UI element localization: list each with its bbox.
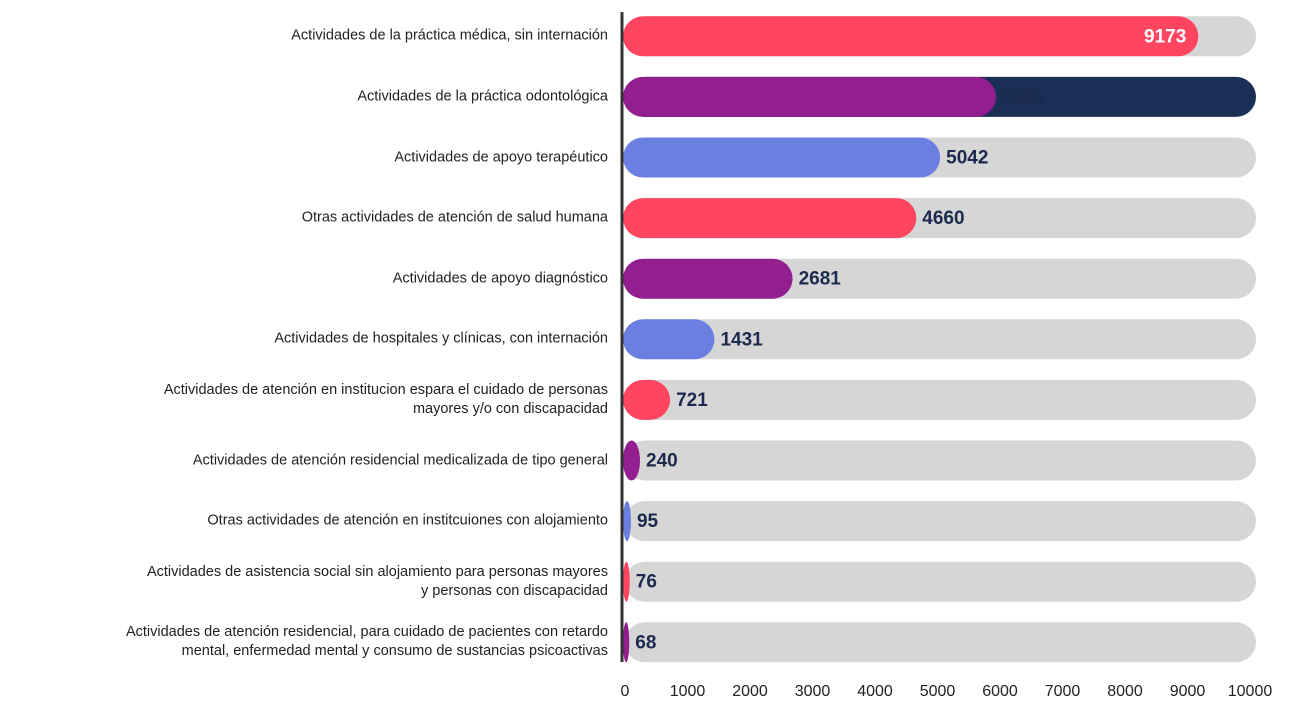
value-label: 721 bbox=[676, 390, 708, 411]
track bbox=[625, 440, 1256, 481]
x-tick-label: 7000 bbox=[1045, 683, 1081, 700]
value-label: 76 bbox=[636, 572, 657, 593]
category-label: Actividades de hospitales y clínicas, co… bbox=[274, 330, 608, 347]
bar bbox=[623, 501, 631, 542]
value-label: 4660 bbox=[922, 208, 964, 229]
track bbox=[625, 501, 1256, 542]
bar bbox=[623, 198, 917, 239]
value-label: 2681 bbox=[799, 269, 842, 290]
category-label: Actividades de apoyo diagnóstico bbox=[392, 270, 608, 287]
track bbox=[625, 379, 1256, 420]
x-tick-label: 1000 bbox=[670, 683, 706, 700]
category-label: Actividades de apoyo terapéutico bbox=[394, 149, 608, 165]
value-label: 1431 bbox=[720, 329, 763, 350]
value-label: 5042 bbox=[946, 148, 988, 169]
x-tick-label: 2000 bbox=[732, 683, 768, 700]
category-label: Actividades de atención residencial medi… bbox=[192, 452, 608, 468]
x-tick-label: 6000 bbox=[982, 683, 1018, 700]
track bbox=[625, 622, 1256, 663]
value-label: 68 bbox=[635, 632, 656, 653]
x-tick-label: 0 bbox=[621, 683, 630, 700]
value-label: 9173 bbox=[1144, 26, 1186, 47]
bar bbox=[623, 319, 715, 360]
x-tick-label: 5000 bbox=[920, 683, 956, 700]
x-tick-label: 10000 bbox=[1228, 683, 1273, 700]
x-tick-label: 9000 bbox=[1170, 683, 1206, 700]
category-label: Actividades de atención en institucion e… bbox=[163, 381, 608, 417]
category-label: Actividades de asistencia social sin alo… bbox=[146, 563, 608, 599]
track bbox=[625, 561, 1256, 602]
value-label: 240 bbox=[646, 451, 678, 472]
category-label: Otras actividades de atención en institc… bbox=[207, 512, 608, 529]
value-label: 5936 bbox=[1002, 87, 1044, 108]
value-label: 95 bbox=[637, 511, 659, 532]
category-label: Actividades de atención residencial, par… bbox=[125, 624, 608, 660]
category-label: Actividades de la práctica odontológica bbox=[357, 88, 608, 105]
bar bbox=[623, 137, 941, 178]
category-label: Actividades de la práctica médica, sin i… bbox=[291, 27, 608, 44]
bar bbox=[623, 258, 793, 299]
category-label: Otras actividades de atención de salud h… bbox=[301, 209, 608, 226]
track bbox=[625, 319, 1256, 360]
bar bbox=[623, 440, 640, 481]
x-tick-label: 3000 bbox=[795, 683, 831, 700]
bar bbox=[623, 16, 1199, 57]
bar bbox=[623, 561, 630, 602]
bar bbox=[623, 379, 671, 420]
bar bbox=[623, 622, 630, 663]
bar bbox=[623, 76, 996, 117]
x-tick-label: 4000 bbox=[857, 683, 893, 700]
x-tick-label: 8000 bbox=[1107, 683, 1143, 700]
